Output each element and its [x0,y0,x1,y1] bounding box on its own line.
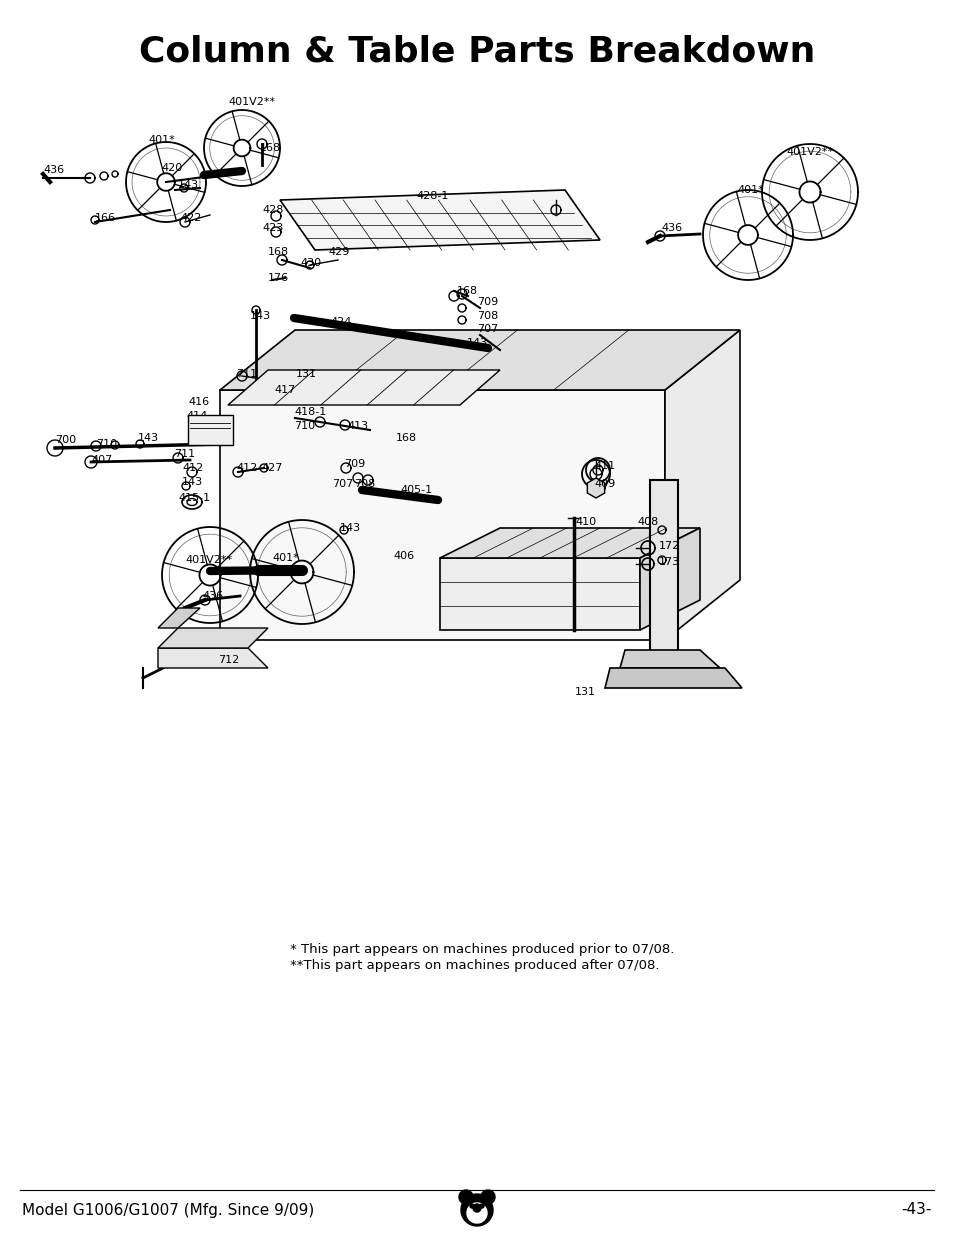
Polygon shape [467,1203,486,1223]
Text: 420: 420 [161,163,182,173]
Text: 422: 422 [180,212,201,224]
Polygon shape [158,629,268,648]
Text: 143: 143 [339,522,361,534]
Polygon shape [604,668,741,688]
Text: 707: 707 [476,324,497,333]
Polygon shape [619,650,720,668]
Polygon shape [470,1204,474,1208]
Text: 712: 712 [218,655,239,664]
Text: 411: 411 [594,461,615,471]
Text: 700: 700 [55,435,76,445]
Polygon shape [280,190,599,249]
Polygon shape [228,370,499,405]
Text: 408: 408 [637,517,658,527]
Text: 424: 424 [330,317,351,327]
Text: 143: 143 [250,311,271,321]
Polygon shape [458,1191,473,1204]
Text: **This part appears on machines produced after 07/08.: **This part appears on machines produced… [290,960,659,972]
Text: 711: 711 [173,450,195,459]
Polygon shape [639,529,700,630]
Text: 405-1: 405-1 [399,485,432,495]
Text: 418-1: 418-1 [294,408,326,417]
Text: 436: 436 [202,592,223,601]
Text: 417: 417 [274,385,294,395]
Text: 168: 168 [260,143,281,153]
Text: 407: 407 [91,454,112,466]
Text: 428: 428 [262,205,283,215]
Text: 401*: 401* [272,553,298,563]
Polygon shape [439,558,639,630]
Text: 412: 412 [182,463,203,473]
Text: 401V2**: 401V2** [185,555,232,564]
Text: 436: 436 [43,165,64,175]
Text: 428-1: 428-1 [416,191,448,201]
Bar [188,415,233,445]
Text: 709: 709 [344,459,365,469]
Polygon shape [439,529,700,558]
Text: 436: 436 [660,224,681,233]
Bar [649,480,678,680]
Text: 168: 168 [268,247,289,257]
Text: 143: 143 [178,180,199,190]
Text: 131: 131 [295,369,316,379]
Polygon shape [480,1191,495,1204]
Text: 413: 413 [347,421,368,431]
Text: 401*: 401* [737,185,763,195]
Text: 131: 131 [575,687,596,697]
Text: 143: 143 [467,338,488,348]
Text: 414: 414 [186,411,207,421]
Text: 707: 707 [332,479,353,489]
Text: 401V2**: 401V2** [228,98,274,107]
Text: 176: 176 [268,273,289,283]
Polygon shape [158,608,200,629]
Text: -43-: -43- [901,1203,931,1218]
Text: 711: 711 [235,369,257,379]
Text: 168: 168 [456,287,477,296]
Polygon shape [158,648,268,668]
Polygon shape [460,1194,493,1226]
Text: 166: 166 [95,212,116,224]
Text: 708: 708 [476,311,497,321]
Text: 143: 143 [138,433,159,443]
Text: 173: 173 [659,557,679,567]
Text: 410: 410 [575,517,596,527]
Text: 409: 409 [594,479,615,489]
Polygon shape [587,478,604,498]
Polygon shape [220,330,740,390]
Text: 709: 709 [476,296,497,308]
Text: 430: 430 [299,258,321,268]
Polygon shape [664,330,740,640]
Text: 710: 710 [294,421,314,431]
Text: Column & Table Parts Breakdown: Column & Table Parts Breakdown [139,35,814,69]
Text: 710: 710 [96,438,117,450]
Text: 423: 423 [262,224,283,233]
Text: 429: 429 [328,247,349,257]
Text: 427: 427 [261,463,282,473]
Text: * This part appears on machines produced prior to 07/08.: * This part appears on machines produced… [290,944,674,956]
Text: 406: 406 [393,551,414,561]
Text: Model G1006/G1007 (Mfg. Since 9/09): Model G1006/G1007 (Mfg. Since 9/09) [22,1203,314,1218]
Text: 401V2**: 401V2** [785,147,832,157]
Text: 143: 143 [182,477,203,487]
Text: 708: 708 [354,479,375,489]
Text: 415-1: 415-1 [178,493,210,503]
Text: 412: 412 [235,463,257,473]
Text: 168: 168 [395,433,416,443]
Text: 172: 172 [659,541,679,551]
Text: 401*: 401* [148,135,174,144]
Text: 416: 416 [188,396,209,408]
Polygon shape [479,1204,483,1208]
Polygon shape [220,390,664,640]
Polygon shape [473,1204,480,1212]
